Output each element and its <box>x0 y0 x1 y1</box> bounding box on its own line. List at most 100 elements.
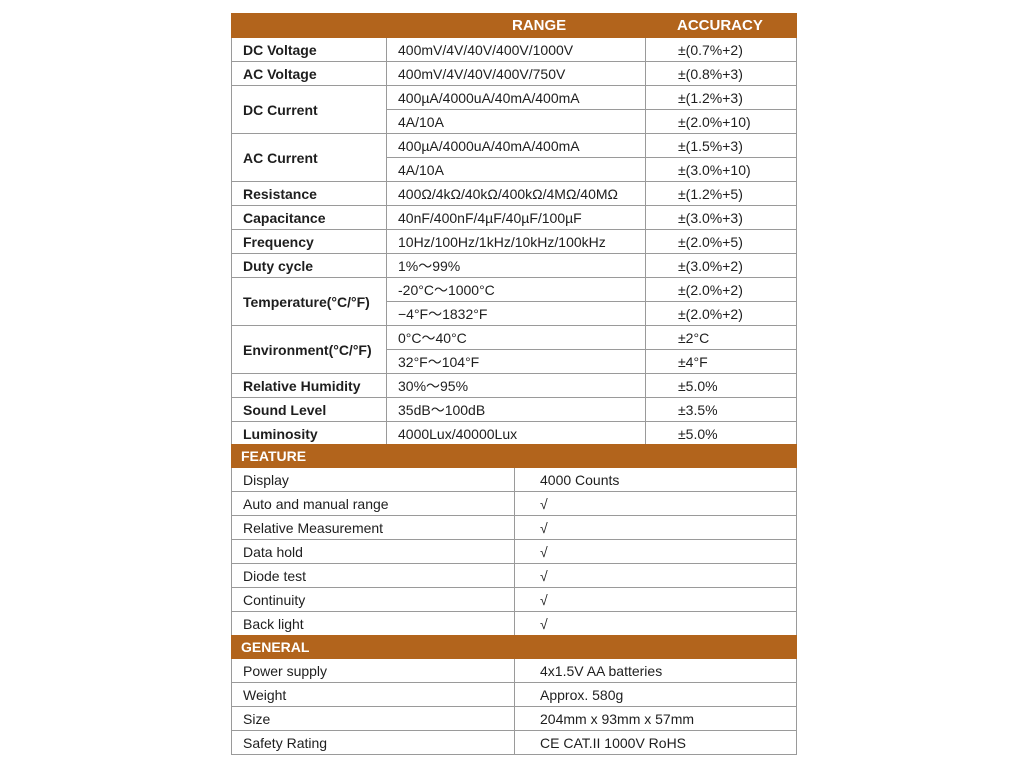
feature-value: √ <box>513 563 798 588</box>
general-table: GENERAL Power supply 4x1.5V AA batteries W… <box>230 635 798 755</box>
spec-accuracy: ±(2.0%+10) <box>645 109 797 134</box>
spec-accuracy: ±5.0% <box>645 421 797 446</box>
feature-label: Display <box>231 467 515 492</box>
spec-range: −4°F～1832°F <box>386 301 646 326</box>
spec-range: 10Hz/100Hz/1kHz/10kHz/100kHz <box>386 229 646 254</box>
spec-row: DC Voltage 400mV/4V/40V/400V/1000V ±(0.7%+… <box>231 37 797 62</box>
spec-label: AC Current <box>231 133 387 182</box>
feature-row: Relative Measurement √ <box>231 515 798 540</box>
header-blank <box>231 13 387 38</box>
general-label: Size <box>231 706 515 731</box>
spec-row: Capacitance 40nF/400nF/4µF/40µF/100µF ±(3.… <box>231 205 797 230</box>
feature-row: Back light √ <box>231 611 798 636</box>
spec-row: AC Voltage 400mV/4V/40V/400V/750V ±(0.8%+3… <box>231 61 797 86</box>
spec-accuracy: ±5.0% <box>645 373 797 398</box>
spec-accuracy: ±(2.0%+2) <box>645 301 797 326</box>
spec-range: 35dB～100dB <box>386 397 646 422</box>
spec-accuracy: ±(1.2%+3) <box>645 85 797 110</box>
general-value: 4x1.5V AA batteries <box>513 658 798 683</box>
spec-label: Resistance <box>231 181 387 206</box>
feature-row: Continuity √ <box>231 587 798 612</box>
feature-row: Diode test √ <box>231 563 798 588</box>
feature-value: √ <box>513 587 798 612</box>
feature-header-row: FEATURE <box>230 444 798 468</box>
general-value: CE CAT.II 1000V RoHS <box>513 730 798 755</box>
spec-accuracy: ±(3.0%+2) <box>645 253 797 278</box>
spec-row: Temperature(°C/°F) -20°C～1000°C ±(2.0%+2) <box>231 277 797 326</box>
general-label: Weight <box>231 682 515 707</box>
feature-label: Relative Measurement <box>231 515 515 540</box>
spec-row: Luminosity 4000Lux/40000Lux ±5.0% <box>231 421 797 446</box>
spec-accuracy: ±4°F <box>645 349 797 374</box>
feature-row: Data hold √ <box>231 539 798 564</box>
feature-label: Back light <box>231 611 515 636</box>
specification-table: RANGE ACCURACY DC Voltage 400mV/4V/40V/40… <box>231 13 797 446</box>
spec-accuracy: ±3.5% <box>645 397 797 422</box>
spec-label: Temperature(°C/°F) <box>231 277 387 326</box>
spec-range: 4A/10A <box>386 157 646 182</box>
spec-range: 32°F～104°F <box>386 349 646 374</box>
spec-label: DC Current <box>231 85 387 134</box>
spec-label: AC Voltage <box>231 61 387 86</box>
header-accuracy: ACCURACY <box>645 13 797 38</box>
feature-value: √ <box>513 515 798 540</box>
spec-label: Capacitance <box>231 205 387 230</box>
spec-accuracy: ±(1.2%+5) <box>645 181 797 206</box>
spec-range: 400µA/4000uA/40mA/400mA <box>386 85 646 110</box>
feature-label: Continuity <box>231 587 515 612</box>
spec-range: 400Ω/4kΩ/40kΩ/400kΩ/4MΩ/40MΩ <box>386 181 646 206</box>
spec-accuracy: ±(3.0%+10) <box>645 157 797 182</box>
general-label: Power supply <box>231 658 515 683</box>
spec-range: 1%～99% <box>386 253 646 278</box>
general-row: Size 204mm x 93mm x 57mm <box>231 706 798 731</box>
general-value: 204mm x 93mm x 57mm <box>513 706 798 731</box>
spec-accuracy: ±(0.7%+2) <box>645 37 797 62</box>
spec-accuracy: ±(1.5%+3) <box>645 133 797 158</box>
header-range: RANGE <box>386 13 646 38</box>
spec-row: Relative Humidity 30%～95% ±5.0% <box>231 373 797 398</box>
spec-label: Sound Level <box>231 397 387 422</box>
spec-range: 400mV/4V/40V/400V/750V <box>386 61 646 86</box>
spec-header-row: RANGE ACCURACY <box>231 13 797 38</box>
spec-row: Environment(°C/°F) 0°C～40°C ±2°C <box>231 325 797 374</box>
spec-row: Sound Level 35dB～100dB ±3.5% <box>231 397 797 422</box>
spec-row: DC Current 400µA/4000uA/40mA/400mA ±(1.2%+… <box>231 85 797 134</box>
spec-label: DC Voltage <box>231 37 387 62</box>
spec-row: 32°F～104°F ±4°F <box>232 349 797 374</box>
spec-accuracy: ±(3.0%+3) <box>645 205 797 230</box>
feature-row: Auto and manual range √ <box>231 491 798 516</box>
spec-label: Luminosity <box>231 421 387 446</box>
spec-range: 30%～95% <box>386 373 646 398</box>
general-row: Power supply 4x1.5V AA batteries <box>231 658 798 683</box>
general-value: Approx. 580g <box>513 682 798 707</box>
feature-label: Diode test <box>231 563 515 588</box>
feature-label: Auto and manual range <box>231 491 515 516</box>
feature-value: 4000 Counts <box>513 467 798 492</box>
feature-value: √ <box>513 491 798 516</box>
spec-range: 40nF/400nF/4µF/40µF/100µF <box>386 205 646 230</box>
spec-label: Environment(°C/°F) <box>231 325 387 374</box>
spec-label: Relative Humidity <box>231 373 387 398</box>
general-label: Safety Rating <box>231 730 515 755</box>
general-title: GENERAL <box>230 635 798 659</box>
feature-value: √ <box>513 611 798 636</box>
spec-range: -20°C～1000°C <box>386 277 646 302</box>
feature-label: Data hold <box>231 539 515 564</box>
spec-row: AC Current 400µA/4000uA/40mA/400mA ±(1.5%+… <box>231 133 797 182</box>
feature-table: FEATURE Display 4000 Counts Auto and manua… <box>230 444 798 636</box>
spec-label: Frequency <box>231 229 387 254</box>
spec-accuracy: ±(2.0%+5) <box>645 229 797 254</box>
spec-row: −4°F～1832°F ±(2.0%+2) <box>232 301 797 326</box>
spec-accuracy: ±(0.8%+3) <box>645 61 797 86</box>
spec-range: 4A/10A <box>386 109 646 134</box>
spec-row: 4A/10A ±(2.0%+10) <box>232 109 797 134</box>
spec-range: 0°C～40°C <box>386 325 646 350</box>
spec-accuracy: ±(2.0%+2) <box>645 277 797 302</box>
feature-title: FEATURE <box>230 444 798 468</box>
spec-row: Frequency 10Hz/100Hz/1kHz/10kHz/100kHz ±(2… <box>231 229 797 254</box>
spec-row: Duty cycle 1%～99% ±(3.0%+2) <box>231 253 797 278</box>
spec-accuracy: ±2°C <box>645 325 797 350</box>
feature-value: √ <box>513 539 798 564</box>
general-header-row: GENERAL <box>230 635 798 659</box>
spec-label: Duty cycle <box>231 253 387 278</box>
